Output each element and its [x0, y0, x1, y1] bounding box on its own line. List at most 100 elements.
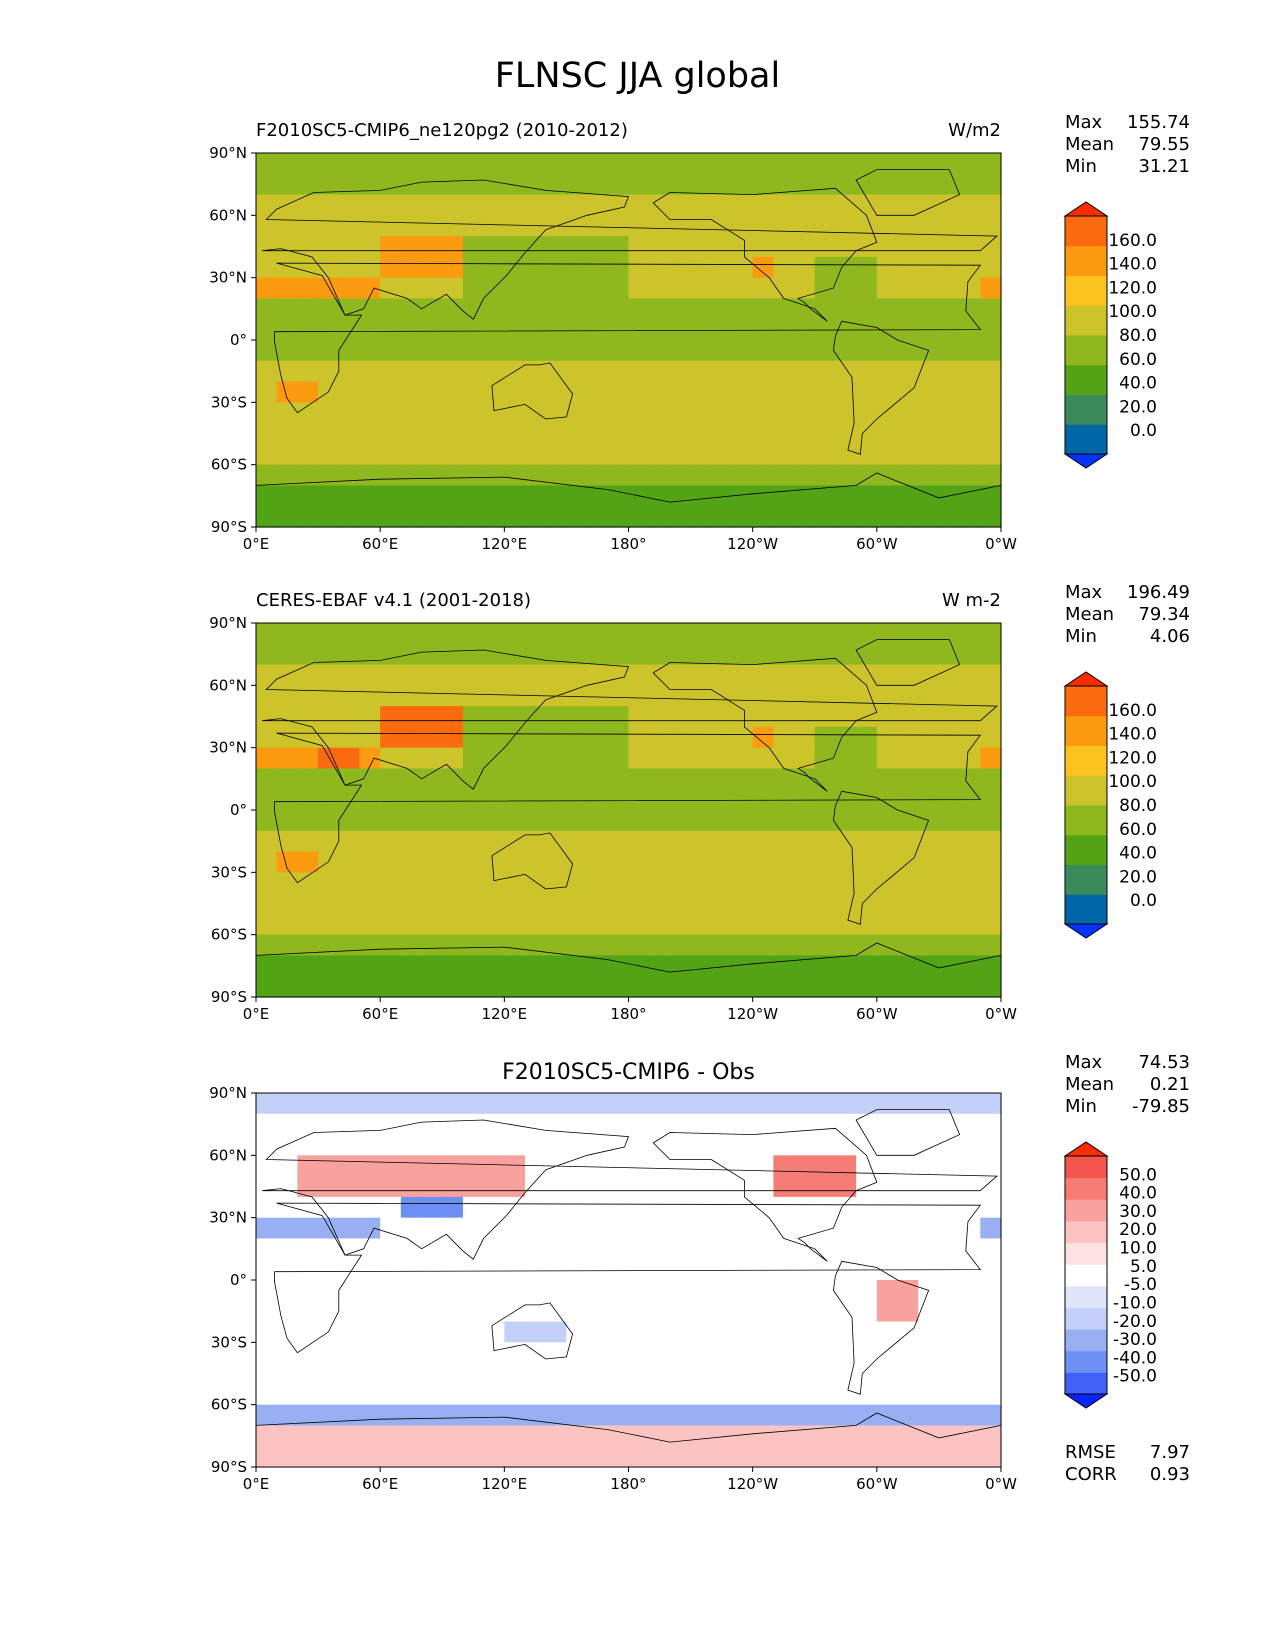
colorbar-segment [1065, 335, 1107, 366]
field-cell [421, 236, 443, 258]
field-cell [835, 810, 857, 832]
field-cell [856, 768, 878, 790]
field-cell [442, 1259, 464, 1281]
field-cell [918, 173, 940, 196]
field-cell [421, 194, 443, 216]
field-cell [504, 1446, 526, 1468]
field-cell [711, 1176, 733, 1198]
field-cell [669, 1134, 692, 1156]
field-cell [421, 423, 443, 445]
field-cell [628, 1363, 650, 1385]
field-cell [483, 872, 505, 894]
lat-tick-label: 0° [230, 331, 247, 349]
field-cell [256, 506, 278, 528]
field-cell [980, 277, 1002, 300]
field-cell [276, 1404, 298, 1427]
field-cell [980, 298, 1002, 320]
field-cell [814, 1383, 837, 1406]
field-cell [276, 1321, 298, 1343]
field-cell [959, 256, 981, 279]
field-cell [525, 1134, 547, 1156]
field-cell [814, 173, 837, 196]
field-cell [525, 685, 547, 707]
field-cell [938, 277, 961, 300]
field-cell [380, 381, 402, 403]
field-cell [566, 643, 588, 666]
field-cell [794, 747, 816, 770]
field-cell [876, 1363, 899, 1385]
field-cell [400, 1321, 423, 1343]
field-cell [276, 1134, 298, 1156]
field-cell [421, 1155, 443, 1177]
field-cell [400, 851, 423, 873]
field-cell [938, 747, 961, 770]
field-cell [938, 1155, 961, 1177]
field-cell [628, 1093, 650, 1115]
field-cell [711, 194, 733, 216]
colorbar-segment [1065, 216, 1107, 247]
field-cell [711, 298, 733, 320]
colorbar-segment [1065, 745, 1107, 776]
field-cell [483, 173, 505, 196]
field-cell [669, 443, 692, 466]
field-cell [566, 1113, 588, 1136]
field-cell [649, 464, 671, 487]
field-cell [504, 173, 526, 196]
field-cell [649, 215, 671, 237]
field-cell [897, 215, 919, 237]
field-cell [980, 789, 1002, 811]
field-cell [814, 153, 837, 175]
field-cell [649, 726, 671, 749]
field-cell [628, 706, 650, 728]
colorbar-extend-min [1063, 1393, 1109, 1409]
field-cell [587, 1217, 609, 1240]
field-cell [938, 506, 961, 528]
field-cell [359, 215, 381, 237]
field-cell [918, 1342, 940, 1364]
field-cell [731, 1238, 754, 1260]
field-cell [421, 643, 443, 666]
field-cell [338, 319, 361, 341]
field-cell [649, 236, 671, 258]
field-cell [566, 872, 588, 894]
field-cell [318, 1093, 340, 1115]
field-cell [773, 1217, 795, 1240]
field-cell [462, 1196, 485, 1219]
field-cell [938, 1134, 961, 1156]
lon-tick-label: 0°W [985, 1005, 1017, 1023]
field-cell [545, 153, 568, 175]
field-cell [628, 1196, 650, 1219]
field-cell [545, 810, 568, 832]
field-cell [400, 893, 423, 915]
field-cell [669, 485, 692, 507]
colorbar-label: 100.0 [1108, 772, 1157, 792]
field-cell [421, 153, 443, 175]
field-cell [462, 623, 485, 645]
field-cell [814, 381, 837, 403]
field-cell [587, 402, 609, 424]
field-cell [731, 464, 754, 487]
field-cell [256, 298, 278, 320]
field-cell [773, 768, 795, 790]
field-cell [380, 664, 402, 686]
field-cell [731, 851, 754, 873]
field-cell [814, 1321, 837, 1343]
field-cell [483, 768, 505, 790]
field-cell [400, 277, 423, 300]
field-cell [980, 810, 1002, 832]
field-cell [483, 423, 505, 445]
field-cell [566, 623, 588, 645]
field-cell [256, 402, 278, 424]
field-cell [856, 1321, 878, 1343]
field-cell [380, 1113, 402, 1136]
field-cell [773, 153, 795, 175]
field-cell [711, 1134, 733, 1156]
field-cell [628, 298, 650, 320]
field-cell [318, 381, 340, 403]
field-cell [587, 685, 609, 707]
colorbar-label: -40.0 [1113, 1348, 1157, 1368]
field-cell [483, 810, 505, 832]
field-cell [835, 360, 857, 383]
field-cell [297, 913, 319, 936]
field-cell [897, 872, 919, 894]
